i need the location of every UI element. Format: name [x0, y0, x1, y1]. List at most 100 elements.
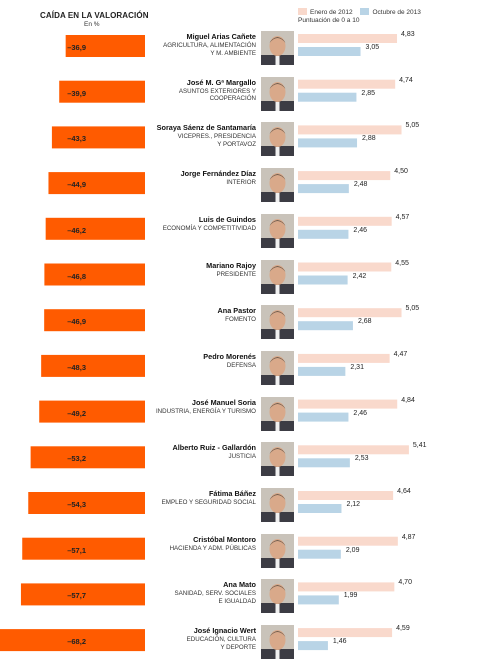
oct2013-bar	[298, 549, 341, 559]
jan2012-bar	[298, 79, 396, 89]
jan2012-value-label: 4,83	[401, 31, 415, 38]
jan2012-bar	[298, 536, 398, 546]
drop-value-label: –54,3	[67, 500, 86, 509]
oct2013-value-label: 2,48	[353, 181, 368, 189]
minister-row: –54,3 Fátima Báñez EMPLEO Y SEGURIDAD SOCI…	[0, 487, 500, 532]
minister-info: Mariano Rajoy PRESIDENTE	[140, 261, 256, 279]
minister-info: José Manuel Soria INDUSTRIA, ENERGÍA Y TU…	[140, 398, 256, 416]
minister-info: Luis de Guindos ECONOMÍA Y COMPETITIVIDAD	[140, 215, 256, 233]
minister-portfolio: INDUSTRIA, ENERGÍA Y TURISMO	[155, 407, 256, 415]
minister-portfolio: Y DEPORTE	[220, 643, 256, 651]
minister-portfolio: Y PORTAVOZ	[217, 140, 256, 148]
minister-name: Alberto Ruiz - Gallardón	[172, 443, 256, 453]
drop-value-label: –48,3	[67, 362, 86, 372]
drop-value-label: –46,2	[67, 225, 86, 235]
minister-row: –44,9 Jorge Fernández Díaz INTERIOR 4,50 2,4…	[0, 167, 500, 212]
jan2012-bar	[298, 216, 392, 226]
drop-bar	[51, 126, 145, 149]
minister-photo	[261, 488, 294, 522]
minister-portfolio: E IGUALDAD	[218, 597, 256, 605]
drop-bar	[41, 354, 145, 377]
bar-chart	[0, 34, 409, 652]
drop-value-label: –43,3	[67, 134, 86, 144]
oct2013-bar	[298, 47, 361, 56]
minister-portfolio: VICEPRES., PRESIDENCIA	[177, 133, 256, 141]
jan2012-bar	[298, 628, 393, 638]
drop-bar	[28, 492, 146, 514]
oct2013-bar	[298, 504, 342, 513]
minister-info: Ana Mato SANIDAD, SERV. SOCIALES E IGUALDA…	[140, 580, 257, 605]
minister-photo	[261, 31, 294, 65]
minister-photo	[261, 122, 294, 157]
legend-label-jan2012: Enero de 2012	[310, 9, 353, 16]
minister-photo	[261, 305, 294, 340]
drop-value-label: –53,2	[67, 454, 86, 464]
drop-value-label: –36,9	[67, 43, 86, 52]
minister-portfolio: PRESIDENTE	[216, 270, 256, 278]
minister-portfolio: FOMENTO	[225, 316, 256, 324]
minister-info: Miguel Arias Cañete AGRICULTURA, ALIMENTA…	[140, 32, 256, 57]
drop-bar	[22, 537, 145, 560]
jan2012-value-label: 4,84	[401, 396, 415, 404]
legend-swatch-oct2013	[360, 8, 370, 15]
jan2012-bar	[298, 491, 394, 500]
minister-row: –36,9 Miguel Arias Cañete AGRICULTURA, ALI…	[0, 30, 500, 75]
minister-portfolio: SANIDAD, SERV. SOCIALES	[174, 590, 257, 598]
drop-bar	[65, 35, 145, 57]
drop-value-label: –46,8	[67, 271, 86, 281]
jan2012-bar	[298, 399, 398, 409]
jan2012-bar	[298, 353, 390, 363]
score-scale-note: Puntuación de 0 a 10	[298, 17, 360, 24]
drop-bar	[30, 446, 145, 469]
oct2013-bar	[298, 366, 346, 376]
oct2013-bar	[298, 595, 339, 605]
drop-panel-title: CAÍDA EN LA VALORACIÓN	[40, 11, 149, 20]
jan2012-value-label: 4,74	[399, 76, 413, 84]
drop-bar	[59, 80, 146, 103]
legend-label-oct2013: Octubre de 2013	[372, 9, 421, 16]
minister-photo	[261, 76, 294, 111]
minister-portfolio: EMPLEO Y SEGURIDAD SOCIAL	[161, 499, 256, 506]
jan2012-value-label: 4,57	[395, 213, 410, 221]
minister-info: Jorge Fernández Díaz INTERIOR	[140, 169, 256, 187]
minister-photo	[261, 533, 294, 568]
minister-info: Pedro Morenés DEFENSA	[140, 352, 256, 370]
minister-name: Ana Mato	[223, 580, 256, 590]
minister-portfolio: JUSTICIA	[228, 453, 256, 461]
minister-photo	[261, 213, 294, 248]
minister-portfolio: INTERIOR	[226, 179, 256, 187]
minister-portfolio: HACIENDA Y ADM. PÚBLICAS	[169, 544, 256, 552]
minister-name: José M. Gª Margallo	[186, 77, 256, 87]
minister-name: Miguel Arias Cañete	[186, 32, 256, 41]
minister-photo	[261, 350, 294, 385]
jan2012-value-label: 4,87	[401, 533, 416, 541]
oct2013-bar	[298, 321, 353, 331]
minister-row: –48,3 Pedro Morenés DEFENSA 4,47 2,31	[0, 350, 500, 395]
oct2013-bar	[298, 92, 357, 102]
minister-info: José Ignacio Wert EDUCACIÓN, CULTURA Y DEP…	[140, 626, 256, 651]
drop-value-label: –39,9	[67, 88, 86, 98]
infographic: CAÍDA EN LA VALORACIÓN En % Enero de 201…	[0, 8, 500, 660]
minister-info: Ana Pastor FOMENTO	[140, 306, 256, 324]
minister-photo	[261, 168, 294, 203]
minister-photo	[261, 442, 294, 477]
drop-bar	[44, 309, 145, 332]
minister-name: Soraya Sáenz de Santamaría	[156, 123, 256, 133]
minister-name: Jorge Fernández Díaz	[180, 169, 256, 179]
drop-value-label: –57,7	[67, 591, 86, 601]
oct2013-value-label: 2,68	[357, 318, 372, 326]
drop-panel-unit: En %	[84, 21, 100, 28]
jan2012-bar	[298, 308, 402, 318]
oct2013-value-label: 2,85	[361, 89, 376, 97]
minister-row: –39,9 José M. Gª Margallo ASUNTOS EXTERIOR…	[0, 76, 500, 121]
jan2012-bar	[298, 582, 395, 592]
oct2013-bar	[298, 138, 358, 148]
minister-row: –46,9 Ana Pastor FOMENTO 5,05 2,68	[0, 304, 500, 349]
minister-name: Mariano Rajoy	[206, 260, 256, 270]
oct2013-value-label: 2,31	[350, 363, 364, 371]
minister-name: Luis de Guindos	[198, 214, 256, 224]
oct2013-bar	[298, 458, 350, 468]
legend: Enero de 2012 Octubre de 2013	[298, 8, 427, 16]
oct2013-bar	[298, 412, 349, 422]
oct2013-value-label: 2,53	[354, 455, 369, 463]
